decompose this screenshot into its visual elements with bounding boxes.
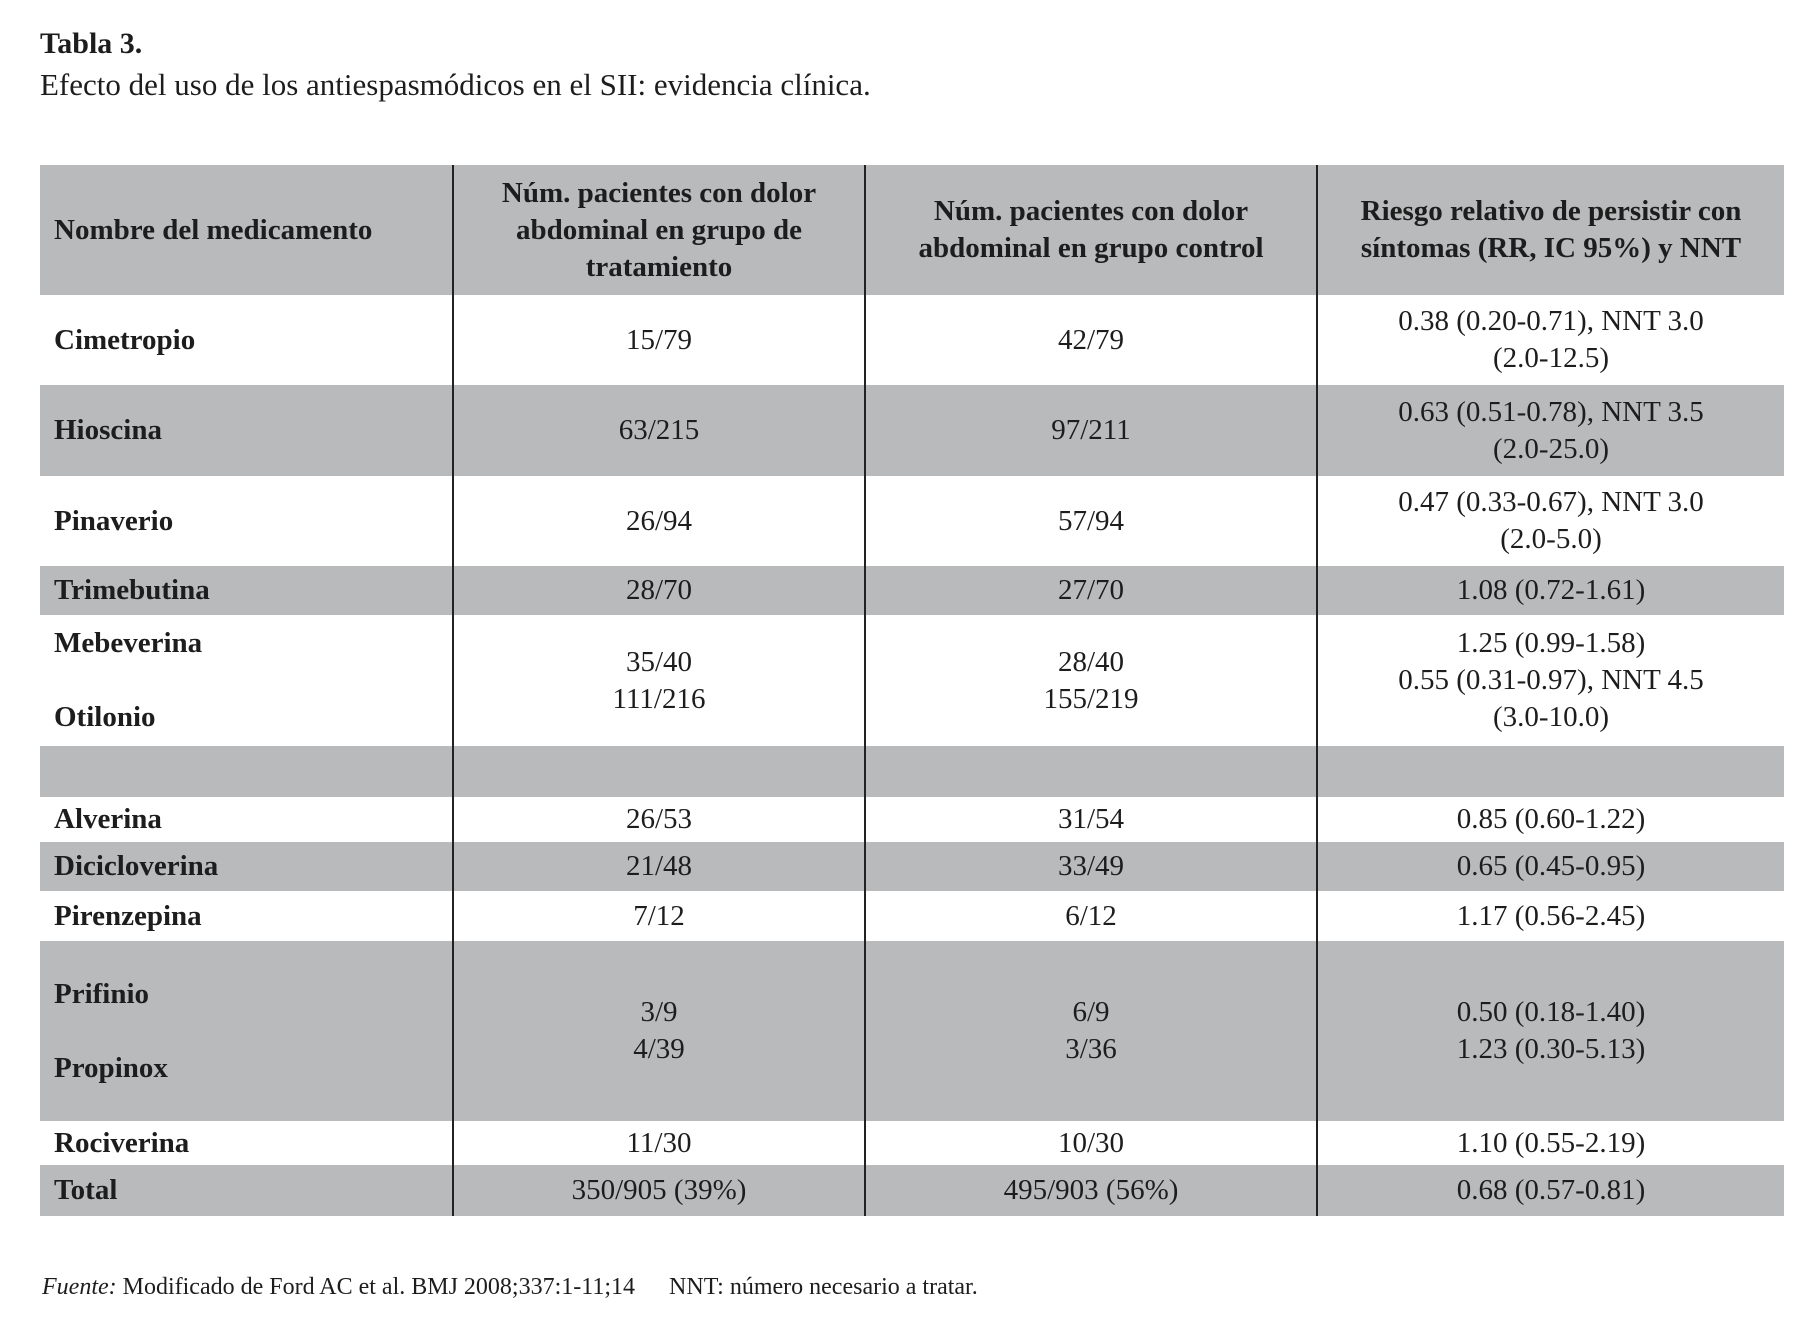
drug-name-cell: Pinaverio: [54, 504, 174, 537]
drug-name-cell: [40, 746, 453, 798]
drug-name-cell: Cimetropio: [54, 323, 196, 356]
treatment-cell: 26/94: [452, 476, 865, 567]
rr-cell: 0.38 (0.20-0.71), NNT 3.0 (2.0-12.5): [1316, 295, 1784, 386]
source-text: Modificado de Ford AC et al. BMJ 2008;33…: [116, 1274, 636, 1301]
clinical-evidence-table: Nombre del medicamento Núm. pacientes co…: [40, 165, 1784, 1217]
rr-cell: 0.65 (0.45-0.95): [1316, 842, 1784, 892]
table-caption-number: Tabla 3.: [40, 27, 143, 60]
table-row-pinaverio: Pinaverio 26/94 57/94 0.47 (0.33-0.67), …: [40, 476, 1784, 567]
table-caption-text: Efecto del uso de los antiespasmódicos e…: [40, 67, 871, 102]
table-row-empty: [40, 746, 1784, 798]
table-row-trimebutina: Trimebutina 28/70 27/70 1.08 (0.72-1.61): [40, 566, 1784, 616]
treatment-cell: 26/53: [452, 797, 865, 843]
drug-name-cell: Total: [40, 1165, 453, 1217]
control-cell: 97/211: [864, 385, 1317, 477]
table-row-pirenzepina: Pirenzepina 7/12 6/12 1.17 (0.56-2.45): [40, 891, 1784, 942]
rr-cell: 0.50 (0.18-1.40) 1.23 (0.30-5.13): [1316, 941, 1784, 1122]
rr-cell: 1.08 (0.72-1.61): [1316, 566, 1784, 616]
table-header: Nombre del medicamento Núm. pacientes co…: [40, 165, 1784, 296]
rr-cell: 0.47 (0.33-0.67), NNT 3.0 (2.0-5.0): [1316, 476, 1784, 567]
header-treatment-group: Núm. pacientes con dolor abdominal en gr…: [452, 165, 865, 296]
table-row-hioscina: Hioscina 63/215 97/211 0.63 (0.51-0.78),…: [40, 385, 1784, 477]
treatment-cell: 63/215: [452, 385, 865, 477]
treatment-cell: 35/40 111/216: [452, 615, 865, 747]
drug-name-cell: Alverina: [54, 803, 162, 836]
rr-cell: 1.10 (0.55-2.19): [1316, 1121, 1784, 1166]
treatment-cell: 15/79: [452, 295, 865, 386]
treatment-cell: 21/48: [452, 842, 865, 892]
table-body: Cimetropio 15/79 42/79 0.38 (0.20-0.71),…: [40, 295, 1784, 1217]
treatment-cell: [452, 746, 865, 798]
treatment-cell: 350/905 (39%): [452, 1165, 865, 1217]
rr-cell: 0.85 (0.60-1.22): [1316, 797, 1784, 843]
rr-cell: 0.63 (0.51-0.78), NNT 3.5 (2.0-25.0): [1316, 385, 1784, 477]
control-cell: 6/9 3/36: [864, 941, 1317, 1122]
drug-name-cell: Rociverina: [54, 1126, 190, 1159]
table-row-cimetropio: Cimetropio 15/79 42/79 0.38 (0.20-0.71),…: [40, 295, 1784, 386]
treatment-cell: 11/30: [452, 1121, 865, 1166]
rr-cell: 1.25 (0.99-1.58) 0.55 (0.31-0.97), NNT 4…: [1316, 615, 1784, 747]
drug-name-cell: Pirenzepina: [54, 899, 202, 932]
control-cell: [864, 746, 1317, 798]
control-cell: 10/30: [864, 1121, 1317, 1166]
table-row-rociverina: Rociverina 11/30 10/30 1.10 (0.55-2.19): [40, 1121, 1784, 1166]
control-cell: 27/70: [864, 566, 1317, 616]
table-row-prifinio-propinox: Prifinio Propinox 3/9 4/39 6/9 3/36 0.50…: [40, 941, 1784, 1122]
rr-cell: 0.68 (0.57-0.81): [1316, 1165, 1784, 1217]
drug-name-cell: Mebeverina Otilonio: [54, 627, 203, 734]
header-drug-name: Nombre del medicamento: [40, 165, 453, 296]
drug-name-cell: Trimebutina: [40, 566, 453, 616]
header-control-group: Núm. pacientes con dolor abdominal en gr…: [864, 165, 1317, 296]
table-footnote: Fuente: Modificado de Ford AC et al. BMJ…: [40, 1272, 1780, 1303]
control-cell: 42/79: [864, 295, 1317, 386]
table-row-mebeverina-otilonio: Mebeverina Otilonio 35/40 111/216 28/40 …: [40, 615, 1784, 747]
control-cell: 28/40 155/219: [864, 615, 1317, 747]
table-row-alverina: Alverina 26/53 31/54 0.85 (0.60-1.22): [40, 797, 1784, 843]
treatment-cell: 3/9 4/39: [452, 941, 865, 1122]
drug-name-cell: Dicicloverina: [40, 842, 453, 892]
header-relative-risk: Riesgo relativo de persistir con síntoma…: [1316, 165, 1784, 296]
table-row-total: Total 350/905 (39%) 495/903 (56%) 0.68 (…: [40, 1165, 1784, 1217]
table-row-dicicloverina: Dicicloverina 21/48 33/49 0.65 (0.45-0.9…: [40, 842, 1784, 892]
control-cell: 33/49: [864, 842, 1317, 892]
rr-cell: 1.17 (0.56-2.45): [1316, 891, 1784, 942]
control-cell: 6/12: [864, 891, 1317, 942]
control-cell: 31/54: [864, 797, 1317, 843]
drug-name-cell: Hioscina: [40, 385, 453, 477]
header-row: Nombre del medicamento Núm. pacientes co…: [40, 165, 1784, 296]
control-cell: 495/903 (56%): [864, 1165, 1317, 1217]
treatment-cell: 7/12: [452, 891, 865, 942]
drug-name-cell: Prifinio Propinox: [40, 941, 453, 1122]
treatment-cell: 28/70: [452, 566, 865, 616]
control-cell: 57/94: [864, 476, 1317, 567]
rr-cell: [1316, 746, 1784, 798]
nnt-note: NNT: número necesario a tratar.: [669, 1274, 978, 1301]
source-label: Fuente:: [42, 1274, 117, 1301]
